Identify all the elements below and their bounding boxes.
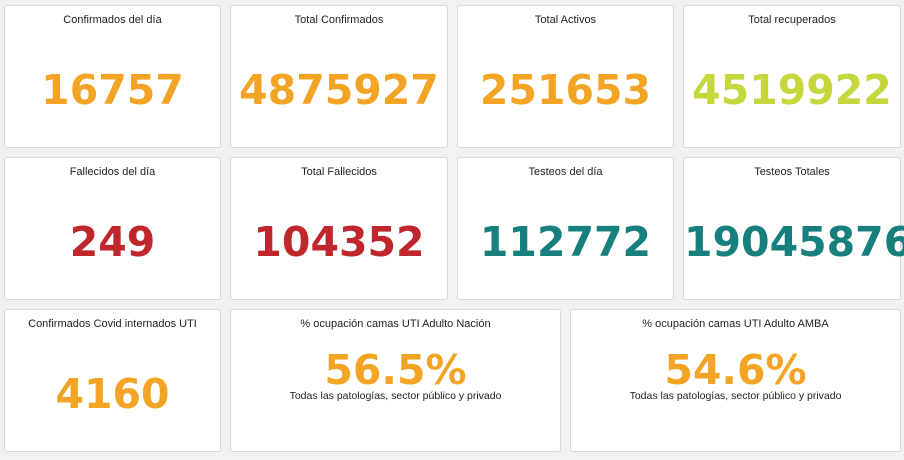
card-value: 4875927 bbox=[239, 66, 439, 114]
card-ocupacion-uti-nacion: % ocupación camas UTI Adulto Nación 56.5… bbox=[230, 309, 561, 452]
card-subtitle: Todas las patologías, sector público y p… bbox=[629, 390, 842, 402]
card-total-recuperados: Total recuperados 4519922 bbox=[683, 5, 901, 148]
card-value: 251653 bbox=[479, 66, 652, 114]
card-testeos-totales: Testeos Totales 19045876 bbox=[683, 157, 904, 300]
card-value: 56.5% bbox=[324, 346, 467, 394]
card-ocupacion-uti-amba: % ocupación camas UTI Adulto AMBA 54.6% … bbox=[570, 309, 901, 452]
card-internados-uti: Confirmados Covid internados UTI 4160 bbox=[4, 309, 221, 452]
card-title: Fallecidos del día bbox=[69, 166, 156, 178]
card-value: 112772 bbox=[479, 218, 652, 266]
card-value: 104352 bbox=[253, 218, 425, 266]
card-title: % ocupación camas UTI Adulto AMBA bbox=[642, 318, 829, 330]
card-value: 19045876 bbox=[684, 218, 904, 266]
card-value: 16757 bbox=[41, 66, 184, 114]
card-title: % ocupación camas UTI Adulto Nación bbox=[300, 318, 491, 330]
card-fallecidos-del-dia: Fallecidos del día 249 bbox=[4, 157, 221, 300]
card-title: Total Activos bbox=[534, 14, 597, 26]
card-total-confirmados: Total Confirmados 4875927 bbox=[230, 5, 448, 148]
card-title: Confirmados Covid internados UTI bbox=[28, 318, 197, 330]
card-value: 4519922 bbox=[692, 66, 892, 114]
card-title: Testeos Totales bbox=[754, 166, 830, 178]
card-testeos-del-dia: Testeos del día 112772 bbox=[457, 157, 674, 300]
card-total-activos: Total Activos 251653 bbox=[457, 5, 674, 148]
card-confirmados-del-dia: Confirmados del día 16757 bbox=[4, 5, 221, 148]
card-value: 54.6% bbox=[664, 346, 807, 394]
card-title: Testeos del día bbox=[528, 166, 603, 178]
card-value: 4160 bbox=[55, 370, 170, 418]
card-total-fallecidos: Total Fallecidos 104352 bbox=[230, 157, 448, 300]
card-value: 249 bbox=[69, 218, 156, 266]
card-title: Total Fallecidos bbox=[301, 166, 377, 178]
card-title: Confirmados del día bbox=[63, 14, 162, 26]
card-subtitle: Todas las patologías, sector público y p… bbox=[289, 390, 502, 402]
card-title: Total recuperados bbox=[748, 14, 836, 26]
card-title: Total Confirmados bbox=[294, 14, 384, 26]
